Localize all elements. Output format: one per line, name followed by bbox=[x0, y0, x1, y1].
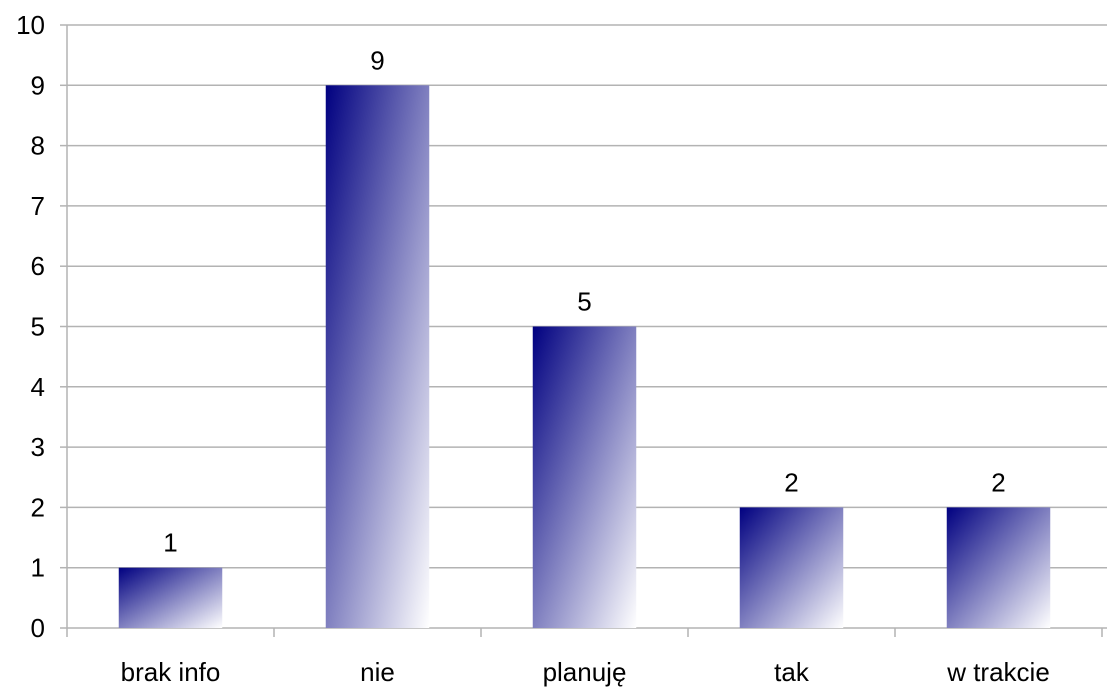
bar-w-trakcie bbox=[946, 507, 1051, 628]
y-tick-label: 3 bbox=[31, 432, 45, 462]
y-tick-label: 1 bbox=[31, 553, 45, 583]
bar-brak-info bbox=[118, 567, 223, 628]
x-category-label: brak info bbox=[121, 657, 221, 687]
data-label: 5 bbox=[577, 287, 591, 317]
labels: 0 1 2 3 4 5 6 7 8 9 10 1 brak info 9 nie 5 planuję 2 tak 2 w… bbox=[16, 10, 1050, 687]
x-category-label: nie bbox=[360, 657, 395, 687]
bar-planuję bbox=[532, 326, 637, 628]
data-label: 1 bbox=[163, 528, 177, 558]
y-tick-label: 6 bbox=[31, 251, 45, 281]
data-label: 9 bbox=[370, 45, 384, 75]
y-tick-label: 7 bbox=[31, 191, 45, 221]
y-tick-label: 4 bbox=[31, 372, 45, 402]
data-label: 2 bbox=[784, 467, 798, 497]
y-tick-label: 2 bbox=[31, 492, 45, 522]
y-tick-label: 10 bbox=[16, 10, 45, 40]
x-category-label: w trakcie bbox=[946, 657, 1050, 687]
y-tick-label: 0 bbox=[31, 613, 45, 643]
bar-tak bbox=[739, 507, 844, 628]
bars bbox=[118, 85, 1051, 629]
data-label: 2 bbox=[991, 467, 1005, 497]
y-tick-label: 5 bbox=[31, 312, 45, 342]
bar-nie bbox=[325, 85, 430, 629]
x-category-label: planuję bbox=[543, 657, 627, 687]
x-category-label: tak bbox=[774, 657, 810, 687]
y-tick-label: 9 bbox=[31, 70, 45, 100]
y-tick-label: 8 bbox=[31, 131, 45, 161]
